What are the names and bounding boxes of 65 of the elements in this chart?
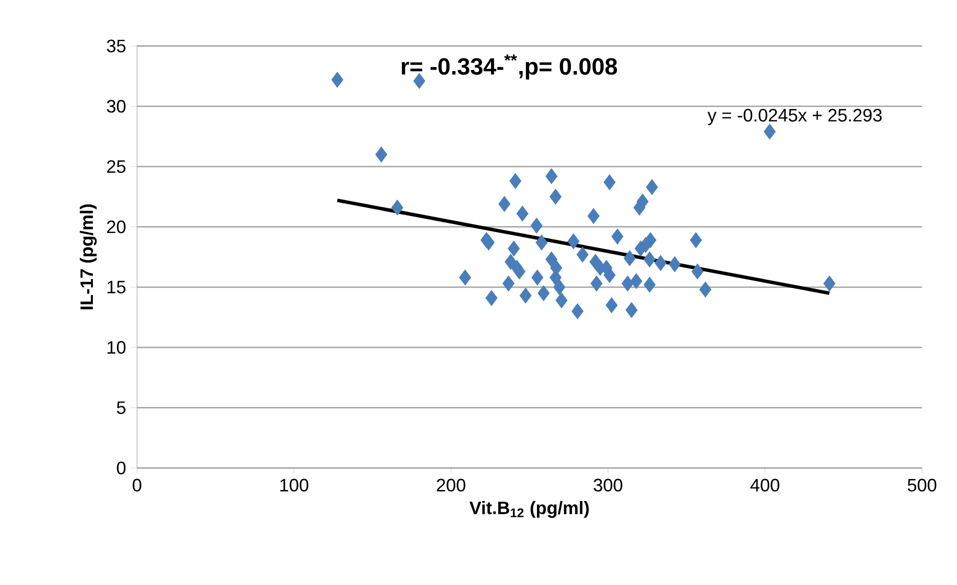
point: [486, 290, 498, 306]
point: [531, 270, 544, 286]
point: [572, 303, 584, 320]
point: [545, 252, 558, 268]
point: [692, 264, 704, 280]
point: [391, 200, 404, 216]
point: [498, 196, 510, 212]
point: [823, 276, 836, 292]
annotation: y = -0.0245x + 25.293: [708, 108, 882, 126]
point: [513, 264, 526, 280]
x-tick-label: 200: [436, 478, 466, 492]
x-tick-label: 100: [280, 478, 308, 492]
y-tick-label: 25: [107, 160, 126, 173]
point: [550, 188, 562, 205]
point: [516, 206, 528, 222]
y-tick-label: 35: [106, 40, 126, 52]
point: [611, 228, 624, 244]
point: [502, 276, 514, 292]
point: [654, 255, 667, 271]
point: [509, 173, 522, 189]
y-tick-label: 5: [116, 401, 126, 414]
point: [413, 73, 426, 89]
x-tick-label: 0: [132, 478, 142, 492]
point: [764, 124, 776, 140]
point: [553, 279, 566, 296]
point: [556, 292, 568, 308]
point: [545, 168, 558, 184]
point: [520, 288, 532, 304]
point: [530, 218, 543, 234]
point: [690, 232, 702, 248]
y-tick-label: 0: [116, 462, 126, 474]
x-tick-label: 300: [594, 478, 622, 492]
point: [622, 276, 634, 292]
point: [576, 246, 589, 262]
point: [604, 267, 616, 283]
point: [699, 282, 712, 298]
point: [331, 72, 344, 88]
x-axis-title: Vit.B$_{12}$ (pg/ml): [469, 501, 589, 518]
point: [504, 254, 517, 270]
point: [459, 270, 472, 286]
point: [644, 252, 656, 268]
point: [606, 297, 618, 314]
point: [567, 233, 580, 250]
point: [646, 179, 658, 195]
point: [536, 234, 548, 250]
point: [375, 146, 388, 162]
point: [624, 250, 636, 266]
y-tick-label: 10: [108, 341, 126, 354]
point: [644, 276, 656, 293]
point: [508, 240, 520, 256]
point: [644, 232, 656, 248]
point: [538, 285, 550, 302]
y-tick-label: 20: [107, 220, 126, 234]
y-tick-label: 15: [108, 280, 126, 294]
y-tick-label: 30: [106, 100, 126, 113]
annotation: r= -0.334-$^{**}$,p= 0.008: [402, 54, 618, 80]
x-tick-label: 500: [908, 478, 936, 492]
y-axis-title: IL-17 (pg/ml): [80, 204, 97, 310]
x-tick-label: 400: [750, 478, 780, 492]
point: [626, 302, 638, 318]
point: [630, 273, 642, 289]
point: [604, 174, 616, 190]
point: [668, 256, 681, 272]
point: [590, 276, 603, 292]
point: [588, 208, 600, 224]
